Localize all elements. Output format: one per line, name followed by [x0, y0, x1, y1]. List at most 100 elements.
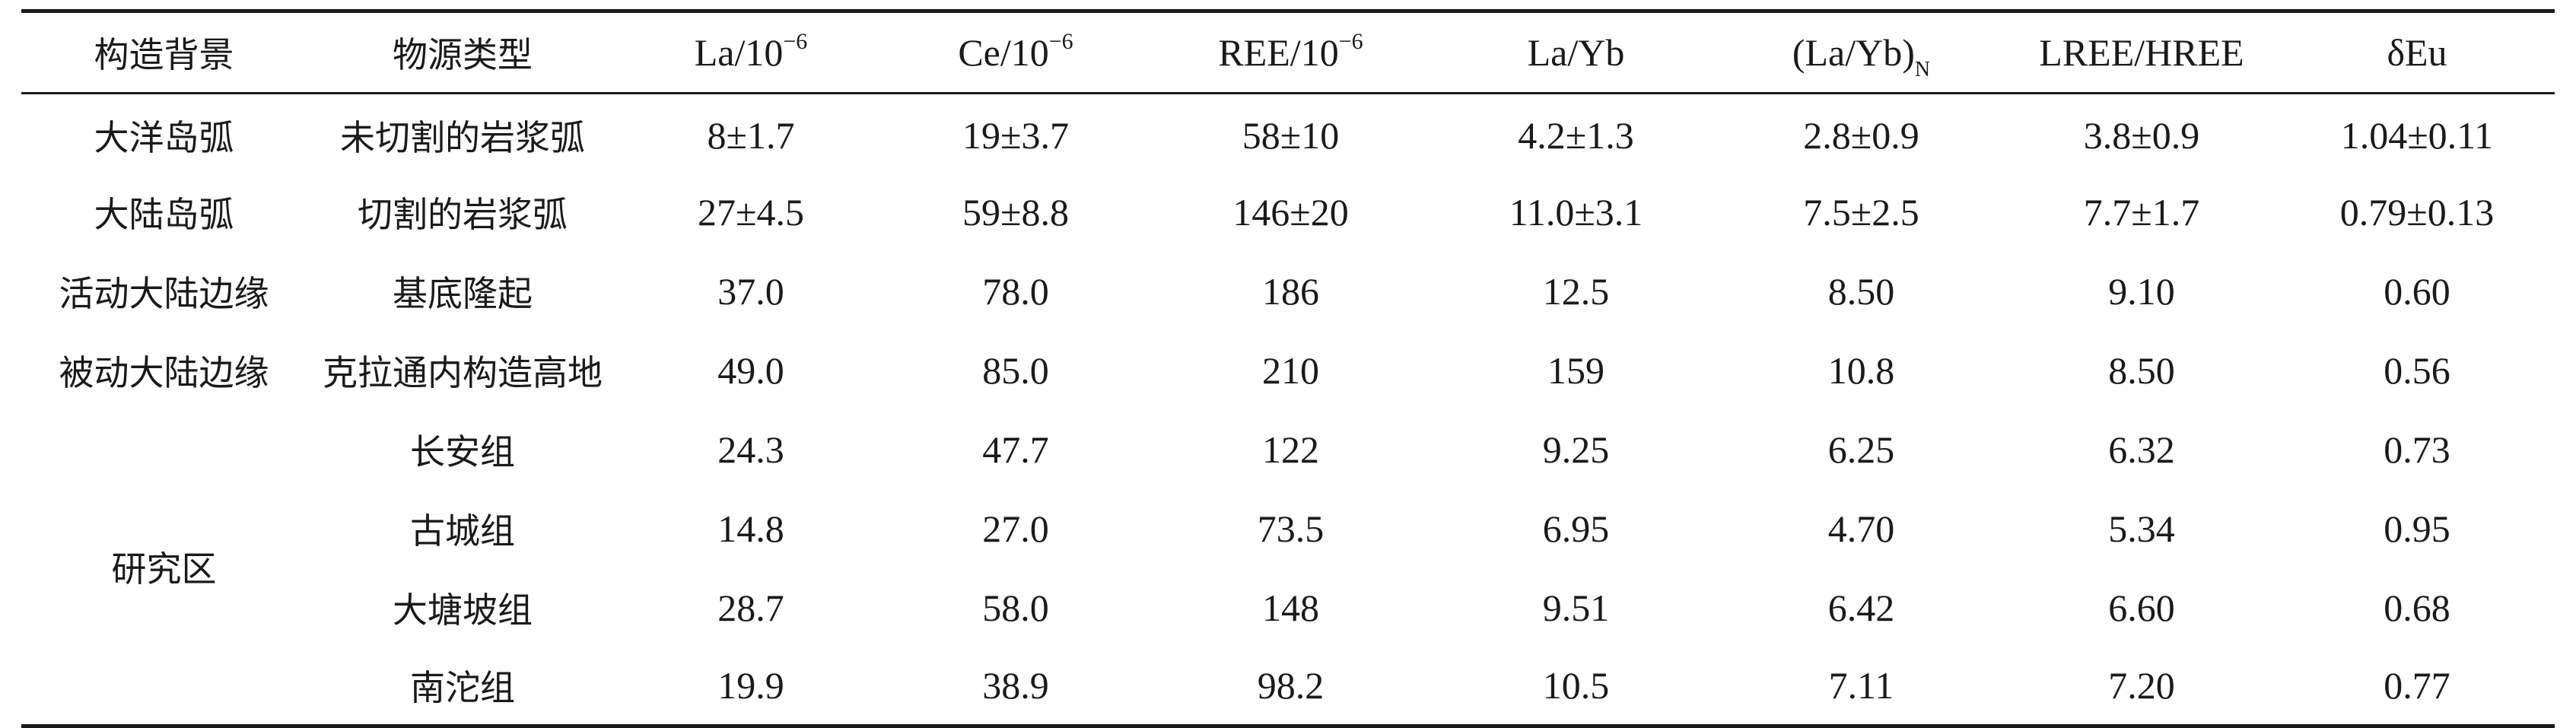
cell-value: 73.5	[1257, 507, 1325, 550]
cell-value: 0.60	[2384, 269, 2450, 313]
cell-value: 24.3	[717, 428, 784, 471]
header-tectonic-setting: 构造背景	[21, 9, 307, 94]
cell-value: 11.0±3.1	[1509, 190, 1643, 234]
header-label: La/Yb	[1527, 31, 1625, 74]
header-lree-hree: LREE/HREE	[2004, 9, 2279, 94]
header-label: REE/10	[1218, 31, 1339, 74]
header-subscript: N	[1914, 58, 1931, 81]
table-row: 大塘坡组 28.7 58.0 148 9.51 6.42 6.60 0.68	[21, 568, 2555, 647]
cell-value: 7.20	[2004, 647, 2279, 728]
header-la-yb-n: (La/Yb)N	[1719, 9, 2004, 94]
header-label: δEu	[2387, 31, 2447, 74]
header-label: LREE/HREE	[2039, 31, 2244, 74]
cell-value: 0.79±0.13	[2339, 190, 2495, 234]
header-superscript: −6	[1338, 29, 1363, 54]
cell-provenance-type: 长安组	[410, 431, 515, 472]
cell-value: 14.8	[717, 507, 784, 550]
cell-provenance-type: 南沱组	[307, 647, 619, 728]
cell-tectonic-setting: 研究区	[21, 409, 307, 728]
cell-value: 122	[1262, 428, 1319, 471]
cell-value: 7.7±1.7	[2083, 190, 2200, 234]
cell-provenance-type: 大塘坡组	[393, 589, 533, 631]
cell-value: 210	[1262, 348, 1319, 392]
cell-value: 9.10	[2108, 269, 2175, 313]
cell-value: 146±20	[1232, 190, 1349, 234]
cell-value: 27.0	[982, 507, 1049, 550]
cell-value: 12.5	[1542, 269, 1610, 313]
table-row: 活动大陆边缘 基底隆起 37.0 78.0 186 12.5 8.50 9.10 0.60	[21, 252, 2555, 331]
table-row: 被动大陆边缘 克拉通内构造高地 49.0 85.0 210 159 10.8 8.50 0.56	[21, 331, 2555, 410]
cell-value: 3.8±0.9	[2083, 114, 2200, 157]
cell-value: 7.11	[1719, 647, 2004, 728]
ree-comparison-table-container: 构造背景 物源类型 La/10−6 Ce/10−6 REE/10−6 La/Yb (La/Y…	[21, 9, 2555, 728]
cell-provenance-type: 切割的岩浆弧	[358, 193, 568, 235]
header-label: Ce/10	[958, 31, 1049, 74]
table-row: 南沱组 19.9 38.9 98.2 10.5 7.11 7.20 0.77	[21, 647, 2555, 728]
cell-value: 4.2±1.3	[1518, 114, 1634, 157]
cell-value: 19±3.7	[962, 114, 1069, 157]
cell-provenance-type: 未切割的岩浆弧	[340, 117, 585, 159]
header-label: 构造背景	[94, 34, 234, 75]
cell-value: 85.0	[982, 348, 1049, 392]
cell-value: 4.70	[1827, 507, 1895, 550]
cell-value: 28.7	[717, 586, 784, 629]
table-body: 大洋岛弧 未切割的岩浆弧 8±1.7 19±3.7 58±10 4.2±1.3 2.8±0.…	[21, 94, 2555, 728]
cell-value: 1.04±0.11	[2340, 114, 2494, 157]
header-la-yb: La/Yb	[1433, 9, 1719, 94]
cell-value: 9.25	[1542, 428, 1610, 471]
cell-value: 58±10	[1242, 114, 1340, 157]
cell-value: 27±4.5	[698, 190, 804, 234]
cell-value: 2.8±0.9	[1803, 114, 1919, 157]
cell-value: 10.8	[1827, 348, 1895, 392]
header-label: (La/Yb)	[1792, 31, 1915, 74]
cell-tectonic-setting: 活动大陆边缘	[59, 272, 269, 314]
header-label: 物源类型	[393, 34, 533, 75]
table-row: 大洋岛弧 未切割的岩浆弧 8±1.7 19±3.7 58±10 4.2±1.3 2.8±0.…	[21, 94, 2555, 173]
header-ree: REE/10−6	[1148, 9, 1433, 94]
cell-value: 8.50	[2108, 348, 2175, 392]
cell-value: 7.5±2.5	[1803, 190, 1919, 234]
cell-tectonic-setting: 大陆岛弧	[94, 193, 234, 235]
cell-value: 8±1.7	[707, 114, 795, 157]
cell-value: 6.32	[2108, 428, 2175, 471]
cell-value: 9.51	[1542, 586, 1610, 629]
cell-tectonic-setting: 被动大陆边缘	[59, 351, 269, 393]
cell-value: 10.5	[1433, 647, 1719, 728]
table-row: 大陆岛弧 切割的岩浆弧 27±4.5 59±8.8 146±20 11.0±3.1 7.5±…	[21, 173, 2555, 252]
header-provenance-type: 物源类型	[307, 9, 619, 94]
header-label: La/10	[694, 31, 784, 74]
cell-value: 78.0	[982, 269, 1049, 313]
header-delta-eu: δEu	[2279, 9, 2555, 94]
cell-value: 6.60	[2108, 586, 2175, 629]
cell-value: 37.0	[717, 269, 784, 313]
cell-value: 0.73	[2384, 428, 2450, 471]
cell-value: 47.7	[982, 428, 1049, 471]
cell-value: 5.34	[2108, 507, 2175, 550]
cell-value: 186	[1262, 269, 1319, 313]
cell-provenance-type: 古城组	[410, 510, 515, 552]
cell-value: 38.9	[883, 647, 1148, 728]
cell-provenance-type: 基底隆起	[393, 272, 533, 314]
cell-value: 19.9	[619, 647, 883, 728]
cell-value: 49.0	[717, 348, 784, 392]
header-la: La/10−6	[619, 9, 883, 94]
cell-value: 98.2	[1148, 647, 1433, 728]
cell-value: 148	[1262, 586, 1319, 629]
cell-value: 6.42	[1827, 586, 1895, 629]
cell-value: 0.68	[2384, 586, 2450, 629]
table-row: 古城组 14.8 27.0 73.5 6.95 4.70 5.34 0.95	[21, 489, 2555, 568]
cell-value: 159	[1547, 348, 1604, 392]
header-superscript: −6	[1048, 29, 1073, 54]
cell-value: 0.77	[2279, 647, 2555, 728]
cell-value: 58.0	[982, 586, 1049, 629]
header-superscript: −6	[783, 29, 808, 54]
header-row: 构造背景 物源类型 La/10−6 Ce/10−6 REE/10−6 La/Yb (La/Y…	[21, 9, 2555, 94]
cell-value: 0.95	[2384, 507, 2450, 550]
ree-comparison-table: 构造背景 物源类型 La/10−6 Ce/10−6 REE/10−6 La/Yb (La/Y…	[21, 9, 2555, 728]
cell-tectonic-setting: 大洋岛弧	[94, 117, 234, 159]
header-ce: Ce/10−6	[883, 9, 1148, 94]
cell-value: 6.95	[1542, 507, 1610, 550]
cell-value: 59±8.8	[962, 190, 1069, 234]
cell-value: 0.56	[2384, 348, 2450, 392]
table-row: 研究区 长安组 24.3 47.7 122 9.25 6.25 6.32 0.73	[21, 409, 2555, 728]
